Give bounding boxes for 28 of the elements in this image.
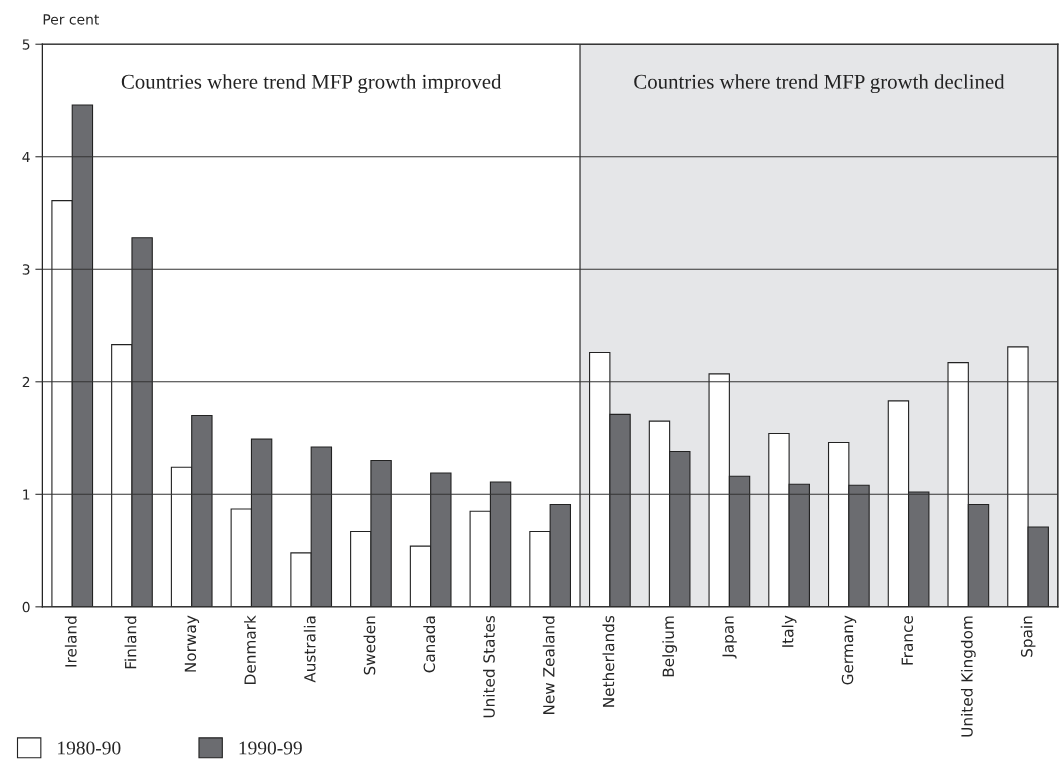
legend-label: 1980-90 [58, 741, 121, 755]
x-tick-label: Italy [781, 615, 797, 647]
x-tick-label: Norway [184, 615, 200, 672]
x-tick-label: New Zealand [542, 616, 555, 715]
y-tick-label: 0 [22, 601, 30, 613]
y-tick-label: 1 [23, 489, 30, 500]
x-tick-label: Sweden [363, 616, 376, 675]
x-tick-label: Finland [124, 616, 137, 669]
annotation: Countries where trend MFP growth improved [121, 74, 502, 94]
x-tick-label: Germany [841, 615, 857, 685]
x-tick-label: France [901, 615, 914, 665]
legend-label: 1990-99 [239, 741, 302, 755]
y-axis-title: Per cent [43, 14, 99, 25]
x-tick-label: Belgium [662, 616, 678, 677]
x-tick-label: Australia [303, 616, 316, 683]
y-tick-label: 5 [22, 39, 30, 50]
y-tick-label: 2 [22, 376, 30, 388]
x-tick-label: United States [483, 615, 495, 718]
x-tick-label: Denmark [244, 615, 256, 684]
x-tick-label: Netherlands [602, 615, 615, 707]
band-label: Countries where trend MFP growth declined [634, 74, 1005, 94]
x-tick-label: Canada [423, 616, 436, 673]
y-tick-label: 3 [22, 264, 30, 275]
x-tick-label: Ireland [64, 616, 77, 667]
x-tick-label: United Kingdom [960, 616, 976, 737]
x-tick-label: Japan [722, 616, 737, 659]
y-tick-label: 4 [22, 151, 30, 163]
x-tick-label: Spain [1020, 616, 1036, 657]
